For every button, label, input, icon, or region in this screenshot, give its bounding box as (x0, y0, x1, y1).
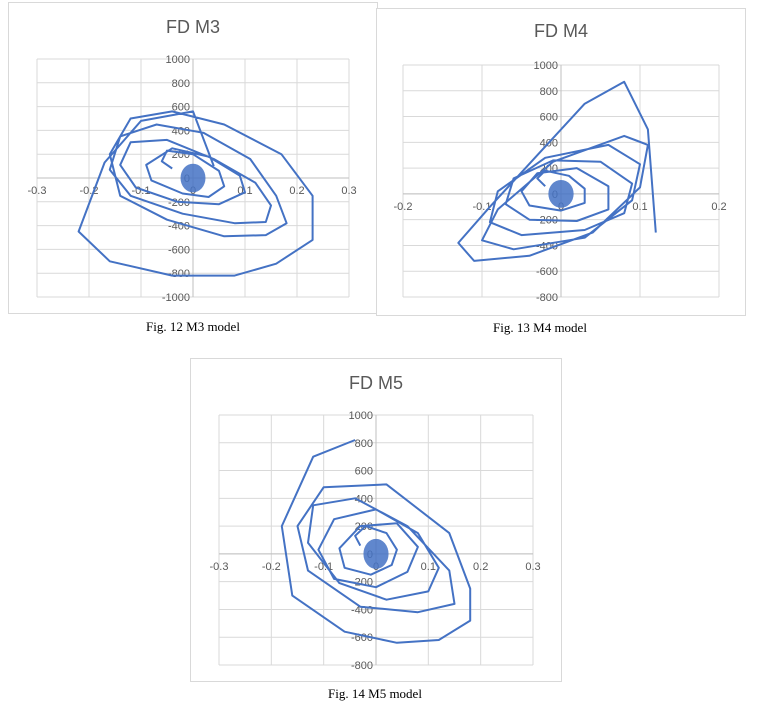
y-tick-label: 800 (172, 78, 190, 90)
chart-m3: FD M3-0.3-0.2-0.100.10.20.31000800600400… (28, 17, 357, 304)
y-tick-label: -800 (351, 660, 373, 672)
y-tick-label: -800 (168, 268, 190, 280)
y-tick-label: 400 (355, 493, 373, 505)
chart-panel-m4: FD M4-0.2-0.100.10.210008006004002000-20… (376, 8, 746, 316)
chart-title: FD M5 (349, 373, 403, 393)
chart-panel-m5: FD M5-0.3-0.2-0.100.10.20.31000800600400… (190, 358, 562, 682)
chart-panel-m3: FD M3-0.3-0.2-0.100.10.20.31000800600400… (8, 2, 378, 314)
x-tick-label: 0.1 (421, 561, 436, 573)
y-tick-label: 1000 (534, 60, 558, 72)
series-line (77, 110, 314, 277)
y-tick-label: 1000 (349, 410, 373, 422)
chart-title: FD M3 (166, 17, 220, 37)
y-tick-label: 600 (540, 112, 558, 124)
y-tick-label: 600 (172, 102, 190, 114)
y-tick-label: -600 (536, 266, 558, 278)
chart-m5: FD M5-0.3-0.2-0.100.10.20.31000800600400… (210, 373, 541, 672)
x-tick-label: 0.2 (289, 185, 304, 197)
y-tick-label: -1000 (162, 292, 190, 304)
series-line (280, 439, 472, 644)
y-tick-label: -400 (168, 221, 190, 233)
chart-title: FD M4 (534, 21, 588, 41)
series-core (548, 179, 574, 208)
x-tick-label: 0.1 (632, 201, 647, 213)
y-tick-label: 600 (355, 466, 373, 478)
x-tick-label: 0.3 (341, 185, 356, 197)
x-tick-label: 0.2 (711, 201, 726, 213)
x-tick-label: -0.2 (394, 201, 413, 213)
series-line (457, 80, 657, 262)
x-tick-label: -0.3 (210, 561, 229, 573)
y-tick-label: -600 (168, 244, 190, 256)
x-tick-label: -0.3 (28, 185, 47, 197)
y-tick-label: 800 (355, 438, 373, 450)
caption-fig12: Fig. 12 M3 model (146, 319, 240, 334)
y-tick-label: 1000 (166, 54, 190, 66)
chart-m4: FD M4-0.2-0.100.10.210008006004002000-20… (394, 21, 727, 304)
y-tick-label: -800 (536, 292, 558, 304)
x-tick-label: 0.3 (525, 561, 540, 573)
y-tick-label: 800 (540, 86, 558, 98)
series-core (180, 163, 206, 193)
x-tick-label: 0.2 (473, 561, 488, 573)
caption-fig14: Fig. 14 M5 model (328, 686, 422, 701)
series-core (363, 538, 389, 569)
x-tick-label: -0.2 (262, 561, 281, 573)
caption-fig13: Fig. 13 M4 model (493, 320, 587, 335)
